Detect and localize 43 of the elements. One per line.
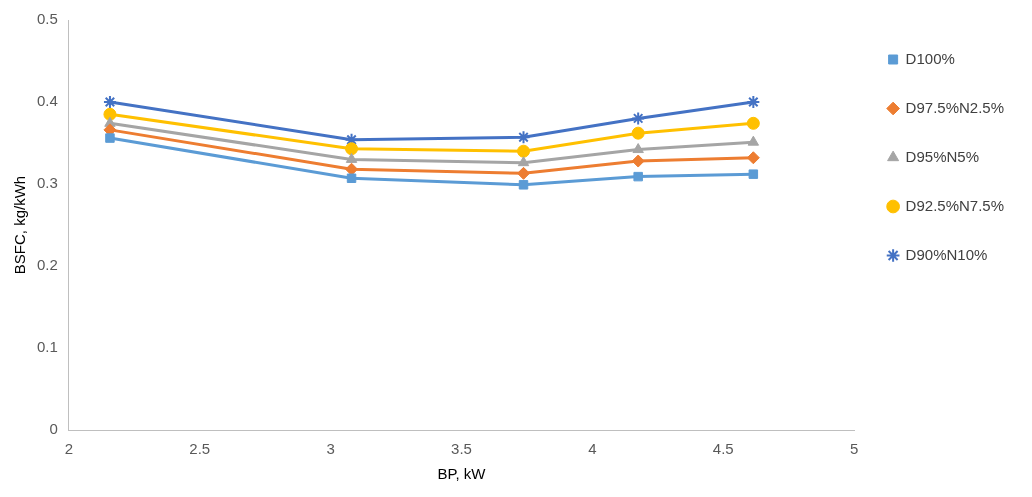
point <box>346 173 357 183</box>
point <box>345 152 358 163</box>
x-tick-label: 3 <box>326 440 335 458</box>
point <box>747 135 760 146</box>
legend-label: D100% <box>905 49 955 67</box>
point <box>632 143 644 154</box>
legend-label: D97.5%N2.5% <box>905 98 1004 116</box>
legend-label: D90%N10% <box>905 245 988 263</box>
point <box>631 111 646 126</box>
point <box>517 144 531 158</box>
point <box>518 180 529 190</box>
point <box>345 162 359 176</box>
point <box>746 151 760 165</box>
point <box>633 171 643 182</box>
point <box>517 166 531 180</box>
point <box>631 154 645 168</box>
x-tick-label: 4 <box>588 440 597 458</box>
legend-label: D95%N5% <box>905 147 979 165</box>
point <box>105 133 115 143</box>
point <box>631 126 645 140</box>
x-axis-title: BP, kW <box>437 465 487 483</box>
x-tick-label: 5 <box>849 440 859 458</box>
y-tick-label: 0.4 <box>36 92 58 110</box>
x-tick-label: 4.5 <box>712 440 734 458</box>
point <box>345 142 359 156</box>
y-tick-label: 0 <box>49 420 58 438</box>
x-tick-label: 2 <box>64 440 74 458</box>
point <box>746 95 761 109</box>
point <box>746 116 760 130</box>
y-tick-label: 0.2 <box>36 256 58 274</box>
y-tick-label: 0.5 <box>36 10 58 28</box>
point <box>102 95 117 109</box>
y-tick-label: 0.3 <box>36 174 58 192</box>
legend-label: D92.5%N7.5% <box>905 196 1004 214</box>
y-tick-label: 0.1 <box>36 338 58 356</box>
point <box>103 107 117 121</box>
point <box>344 132 359 147</box>
point <box>748 169 759 179</box>
point <box>516 130 531 145</box>
y-axis-title: BSFC, kg/kWh <box>11 175 29 275</box>
point <box>517 156 530 167</box>
x-tick-label: 3.5 <box>451 440 472 458</box>
x-tick-label: 2.5 <box>189 440 211 458</box>
